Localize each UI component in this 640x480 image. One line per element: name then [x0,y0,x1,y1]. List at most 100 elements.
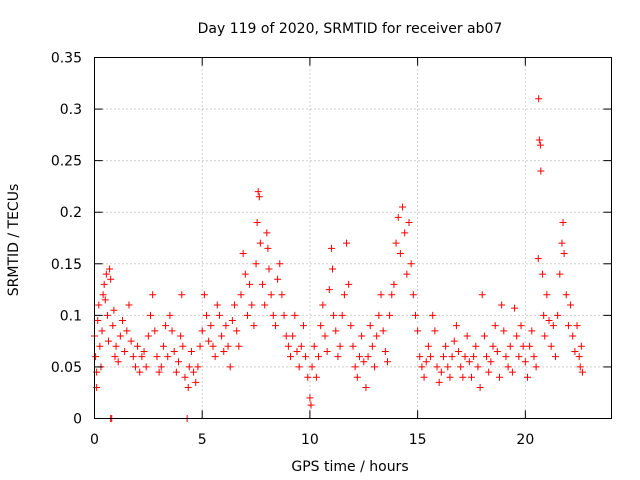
data-point [405,219,413,227]
data-point [252,260,260,268]
y-tick-labels: 0 0.05 0.1 0.15 0.2 0.25 0.3 0.35 [51,51,82,428]
data-point [142,363,150,371]
data-point [102,270,110,278]
data-point [345,280,353,288]
data-point [312,373,320,381]
data-point [121,347,129,355]
data-point [127,337,135,345]
data-point [220,347,228,355]
data-point [164,353,172,361]
data-point [111,353,119,361]
data-point [407,260,415,268]
y-tick-label: 0.25 [51,154,82,170]
data-point [295,363,303,371]
data-point [526,342,534,350]
data-point [521,358,529,366]
data-point [567,301,575,309]
data-point [203,311,211,319]
data-point [136,368,144,376]
y-tick-label: 0 [73,412,82,428]
data-point [416,353,424,361]
data-point [134,342,142,350]
data-point [450,337,458,345]
data-point [101,296,109,304]
data-point [330,311,338,319]
data-point [431,327,439,335]
data-point [392,239,400,247]
data-point [506,342,514,350]
data-point [562,291,570,299]
data-point [371,363,379,371]
data-point [269,311,277,319]
data-point [556,270,564,278]
data-point [576,363,584,371]
data-point [511,304,519,312]
data-point [353,373,361,381]
data-point [340,291,348,299]
data-point [192,378,200,386]
data-point [422,358,430,366]
data-point [411,311,419,319]
data-point [125,301,133,309]
data-point [540,311,548,319]
data-point [493,347,501,355]
data-point [577,342,585,350]
data-point [515,353,523,361]
data-point [267,291,275,299]
data-point [500,327,508,335]
data-point [491,322,499,330]
data-point [239,249,247,257]
data-point [388,291,396,299]
data-point [315,353,323,361]
data-point [287,353,295,361]
data-point [200,291,208,299]
data-point [347,322,355,330]
data-point [110,306,118,314]
axis-ticks [94,57,612,419]
data-point [284,342,292,350]
data-point [224,342,232,350]
data-point [215,311,223,319]
data-point [513,332,521,340]
data-point [424,342,432,350]
data-point [276,260,284,268]
data-point [255,193,263,201]
data-point [427,353,435,361]
data-point [166,311,174,319]
data-point [467,373,475,381]
data-point [383,358,391,366]
data-point [401,229,409,237]
data-point [178,291,186,299]
data-point [386,311,394,319]
data-point [368,342,376,350]
data-point [536,141,544,149]
data-point [338,311,346,319]
data-point [435,378,443,386]
data-point [373,332,381,340]
data-point [114,358,122,366]
data-point [474,363,482,371]
data-point [187,347,195,355]
data-point [465,358,473,366]
data-point [519,342,527,350]
data-point [564,322,572,330]
data-point [502,353,510,361]
data-point [420,373,428,381]
x-tick-label: 0 [90,432,99,448]
data-point [559,219,567,227]
data-point [172,368,180,376]
data-point [129,353,137,361]
data-point [554,311,562,319]
data-point [358,332,366,340]
data-point [119,317,127,325]
data-point [332,327,340,335]
data-point [263,229,271,237]
data-point [159,342,167,350]
data-point [103,311,111,319]
data-point [304,373,312,381]
x-tick-labels: 0 5 10 15 20 [90,432,534,448]
data-point [265,265,273,273]
x-axis-label: GPS time / hours [291,459,408,475]
data-point [259,280,267,288]
